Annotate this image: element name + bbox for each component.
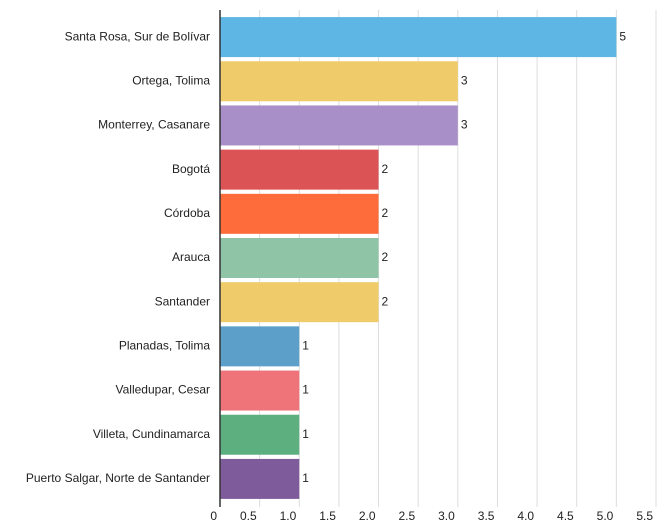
y-tick-label: Córdoba bbox=[164, 206, 210, 220]
data-label: 1 bbox=[302, 471, 309, 485]
bar bbox=[220, 326, 300, 367]
bar bbox=[220, 193, 379, 234]
data-label: 3 bbox=[461, 73, 468, 87]
bar bbox=[220, 458, 300, 499]
x-tick-label: 0 bbox=[210, 509, 217, 523]
y-tick-label: Valledupar, Cesar bbox=[116, 383, 211, 397]
x-tick-label: 2.5 bbox=[398, 509, 415, 523]
y-tick-label: Santander bbox=[155, 294, 210, 308]
y-tick-label: Bogotá bbox=[172, 162, 210, 176]
y-tick-label: Ortega, Tolima bbox=[132, 73, 210, 87]
bar bbox=[220, 282, 379, 323]
bar bbox=[220, 61, 458, 102]
x-tick-label: 1.5 bbox=[319, 509, 336, 523]
x-tick-label: 5.5 bbox=[636, 509, 653, 523]
y-tick-label: Santa Rosa, Sur de Bolívar bbox=[65, 29, 210, 43]
data-label: 1 bbox=[302, 427, 309, 441]
data-label: 3 bbox=[461, 118, 468, 132]
y-tick-label: Planadas, Tolima bbox=[119, 339, 210, 353]
bar bbox=[220, 370, 300, 411]
x-tick-label: 1.0 bbox=[280, 509, 297, 523]
bar bbox=[220, 238, 379, 278]
x-tick-label: 3.5 bbox=[478, 509, 495, 523]
x-tick-label: 4.5 bbox=[557, 509, 574, 523]
x-tick-label: 4.0 bbox=[517, 509, 534, 523]
data-label: 2 bbox=[382, 206, 389, 220]
y-tick-label: Puerto Salgar, Norte de Santander bbox=[26, 471, 210, 485]
data-label: 2 bbox=[382, 294, 389, 308]
x-tick-label: 5.0 bbox=[597, 509, 614, 523]
bar bbox=[220, 149, 379, 190]
data-label: 2 bbox=[382, 250, 389, 264]
bar bbox=[220, 17, 617, 58]
bar bbox=[220, 105, 458, 146]
x-tick-label: 0.5 bbox=[240, 509, 257, 523]
x-tick-label: 2.0 bbox=[359, 509, 376, 523]
x-tick-label: 3.0 bbox=[438, 509, 455, 523]
data-label: 5 bbox=[619, 29, 626, 43]
data-label: 1 bbox=[302, 339, 309, 353]
y-tick-label: Arauca bbox=[172, 250, 210, 264]
data-label: 2 bbox=[382, 162, 389, 176]
y-tick-label: Monterrey, Casanare bbox=[98, 118, 210, 132]
bar bbox=[220, 414, 300, 455]
data-label: 1 bbox=[302, 383, 309, 397]
y-tick-label: Villeta, Cundinamarca bbox=[93, 427, 211, 441]
